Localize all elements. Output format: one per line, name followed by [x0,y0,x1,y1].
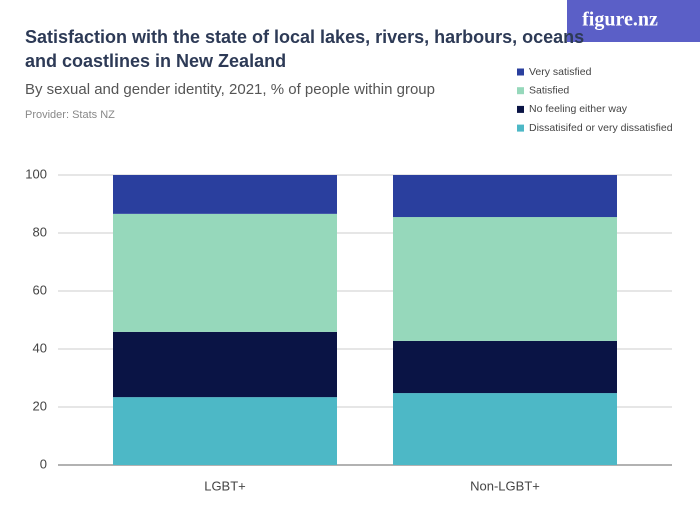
y-tick-label: 20 [33,398,47,413]
legend-swatch [517,87,524,95]
legend-label: Very satisfied [529,66,592,78]
y-tick-label: 100 [25,166,47,181]
legend-swatch [517,124,524,132]
bar-segment [113,397,337,465]
logo: figure.nz [582,9,658,31]
legend-label: No feeling either way [529,103,628,115]
bar-segment [113,175,337,214]
bar-segment [113,331,337,398]
x-tick-label: LGBT+ [204,478,246,493]
bar-segment [393,340,617,394]
bar-segment [393,393,617,465]
y-tick-label: 40 [33,340,47,355]
y-tick-label: 60 [33,282,47,297]
bar-segment [393,217,617,341]
y-tick-label: 0 [40,456,47,471]
x-tick-label: Non-LGBT+ [470,478,540,493]
y-tick-label: 80 [33,224,47,239]
legend-swatch [517,68,524,76]
logo-box [567,0,700,42]
bar-segment [393,175,617,218]
subtitle: By sexual and gender identity, 2021, % o… [25,81,435,98]
bar-segment [113,213,337,332]
legend-swatch [517,105,524,113]
legend-label: Dissatisifed or very dissatisfied [529,122,673,134]
chart-title: and coastlines in New Zealand [25,51,286,71]
provider: Provider: Stats NZ [25,109,115,121]
chart-title: Satisfaction with the state of local lak… [25,27,584,47]
legend-label: Satisfied [529,84,569,96]
